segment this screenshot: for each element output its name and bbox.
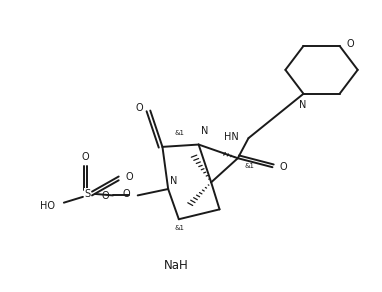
Text: O: O bbox=[136, 103, 143, 113]
Text: O: O bbox=[102, 191, 109, 201]
Text: HN: HN bbox=[224, 132, 239, 142]
Text: HO: HO bbox=[40, 201, 55, 211]
Text: &1: &1 bbox=[244, 164, 255, 169]
Text: O: O bbox=[82, 152, 89, 162]
Text: N: N bbox=[201, 126, 208, 136]
Text: N: N bbox=[299, 100, 306, 110]
Text: N: N bbox=[170, 176, 178, 186]
Text: O: O bbox=[126, 172, 133, 182]
Text: O: O bbox=[346, 39, 354, 50]
Text: O: O bbox=[123, 189, 130, 199]
Text: S: S bbox=[84, 189, 91, 199]
Text: &1: &1 bbox=[175, 225, 185, 231]
Text: O: O bbox=[279, 162, 287, 172]
Text: NaH: NaH bbox=[163, 259, 188, 272]
Text: &1: &1 bbox=[174, 130, 184, 136]
